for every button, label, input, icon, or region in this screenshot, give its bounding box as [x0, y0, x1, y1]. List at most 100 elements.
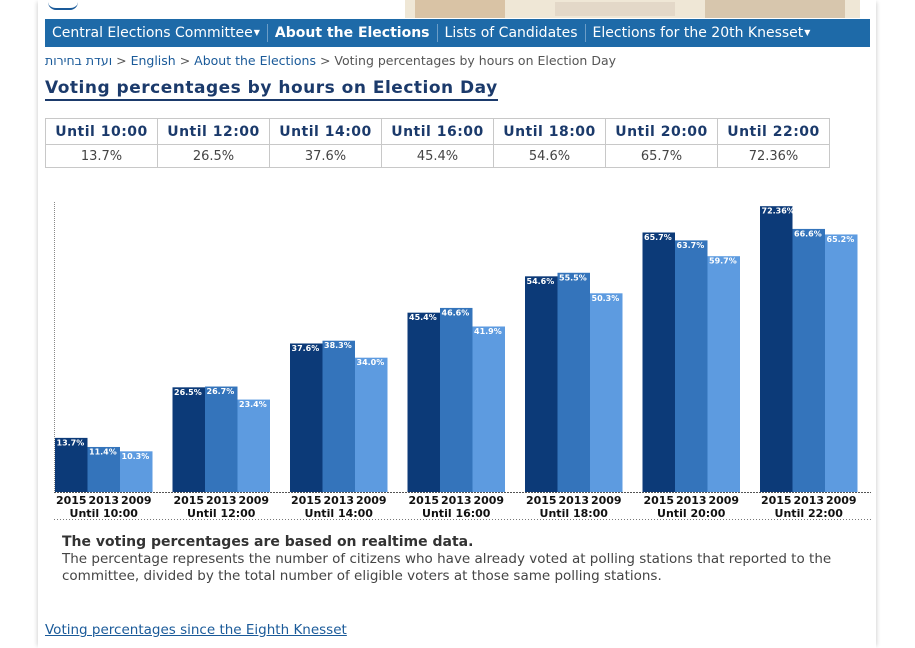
hours-header-cell: Until 16:00	[381, 118, 494, 145]
series-year-label: 2015	[761, 494, 792, 507]
nav-central-elections-committee[interactable]: Central Elections Committee▼	[52, 25, 260, 41]
bar-2013-6	[792, 228, 825, 492]
chevron-down-icon: ▼	[253, 28, 260, 37]
breadcrumb-about-link[interactable]: About the Elections	[194, 53, 316, 68]
series-year-label: 2015	[408, 494, 439, 507]
bar-2009-1	[237, 399, 270, 492]
series-year-label: 2015	[56, 494, 87, 507]
bar-2015-0	[55, 437, 88, 492]
bar-value-label: 38.3%	[324, 341, 352, 350]
breadcrumb-separator: >	[179, 53, 191, 68]
bar-value-label: 45.4%	[409, 313, 437, 322]
bar-value-label: 55.5%	[559, 273, 587, 282]
main-nav: Central Elections Committee▼ About the E…	[45, 19, 870, 47]
nav-lists-of-candidates[interactable]: Lists of Candidates	[444, 25, 578, 41]
bar-value-label: 63.7%	[677, 241, 705, 250]
bar-2015-4	[525, 276, 558, 492]
breadcrumb-current: Voting percentages by hours on Election …	[334, 53, 617, 68]
bar-2015-3	[407, 312, 440, 492]
series-year-label: 2013	[676, 494, 707, 507]
page-title: Voting percentages by hours on Election …	[45, 78, 498, 101]
hours-header-cell: Until 18:00	[493, 118, 606, 145]
hours-table-value-row: 13.7% 26.5% 37.6% 45.4% 54.6% 65.7% 72.3…	[45, 144, 830, 168]
bar-value-label: 65.2%	[827, 235, 855, 244]
nav-divider	[584, 24, 586, 42]
bar-value-label: 26.5%	[174, 388, 202, 397]
bar-2013-0	[87, 446, 120, 492]
bar-value-label: 23.4%	[239, 400, 267, 409]
bar-2009-4	[590, 293, 623, 492]
bar-2015-1	[172, 387, 205, 492]
site-logo[interactable]	[48, 0, 78, 10]
bar-value-label: 65.7%	[644, 233, 672, 242]
hours-value-cell: 54.6%	[493, 144, 606, 168]
bar-value-label: 72.36%	[762, 207, 795, 216]
bar-value-label: 11.4%	[89, 447, 117, 456]
series-year-label: 2015	[526, 494, 557, 507]
series-year-label: 2009	[121, 494, 152, 507]
bar-value-label: 46.6%	[442, 308, 470, 317]
bar-value-label: 34.0%	[357, 358, 385, 367]
series-year-label: 2013	[558, 494, 589, 507]
bar-2013-3	[440, 307, 473, 492]
hours-value-cell: 45.4%	[381, 144, 494, 168]
bar-value-label: 54.6%	[527, 277, 555, 286]
bar-2015-6	[760, 206, 793, 493]
realtime-note-text: The percentage represents the number of …	[62, 551, 832, 584]
series-year-label: 2009	[356, 494, 387, 507]
category-label: Until 16:00	[422, 507, 491, 520]
chevron-down-icon: ▼	[804, 28, 811, 37]
hours-value-cell: 37.6%	[269, 144, 382, 168]
bar-value-label: 59.7%	[709, 257, 737, 266]
breadcrumb-separator: >	[116, 53, 127, 68]
bar-2009-0	[120, 451, 153, 492]
category-label: Until 22:00	[775, 507, 844, 520]
voting-since-eighth-knesset-link[interactable]: Voting percentages since the Eighth Knes…	[45, 622, 347, 638]
series-year-label: 2009	[591, 494, 622, 507]
bar-value-label: 37.6%	[292, 344, 320, 353]
category-label: Until 10:00	[70, 507, 139, 520]
nav-about-the-elections[interactable]: About the Elections	[274, 25, 430, 41]
series-year-label: 2013	[206, 494, 237, 507]
bar-value-label: 26.7%	[207, 387, 235, 396]
bar-2013-5	[675, 240, 708, 492]
hours-value-cell: 13.7%	[45, 144, 158, 168]
series-year-label: 2015	[291, 494, 322, 507]
breadcrumb-separator: >	[319, 53, 331, 68]
hours-header-cell: Until 22:00	[717, 118, 830, 145]
bar-2009-5	[707, 256, 740, 492]
bar-value-label: 13.7%	[57, 438, 85, 447]
bar-2013-4	[557, 272, 590, 492]
category-label: Until 18:00	[540, 507, 609, 520]
category-label: Until 14:00	[305, 507, 374, 520]
hours-value-cell: 72.36%	[717, 144, 830, 168]
breadcrumb-home-link[interactable]: ועדת בחירות	[45, 53, 113, 68]
nav-divider	[266, 24, 268, 42]
hours-header-cell: Until 14:00	[269, 118, 382, 145]
series-year-label: 2009	[708, 494, 739, 507]
hours-table-header-row: Until 10:00 Until 12:00 Until 14:00 Unti…	[45, 118, 830, 145]
bar-2013-2	[322, 340, 355, 492]
nav-elections-20th-knesset[interactable]: Elections for the 20th Knesset▼	[592, 25, 811, 41]
bar-2013-1	[205, 386, 238, 492]
category-label: Until 20:00	[657, 507, 726, 520]
header-banner-image	[405, 0, 860, 18]
bar-value-label: 10.3%	[122, 452, 150, 461]
series-year-label: 2013	[441, 494, 472, 507]
hours-value-cell: 65.7%	[605, 144, 718, 168]
series-year-label: 2009	[238, 494, 269, 507]
bar-2015-2	[290, 343, 323, 492]
bar-2009-2	[355, 357, 388, 492]
series-year-label: 2013	[793, 494, 824, 507]
bar-2009-6	[825, 234, 858, 492]
breadcrumb-english-link[interactable]: English	[130, 53, 176, 68]
bar-value-label: 66.6%	[794, 229, 822, 238]
hours-table: Until 10:00 Until 12:00 Until 14:00 Unti…	[45, 118, 830, 168]
bar-2009-3	[472, 326, 505, 492]
nav-divider	[436, 24, 438, 42]
category-label: Until 12:00	[187, 507, 256, 520]
series-year-label: 2015	[643, 494, 674, 507]
bar-value-label: 41.9%	[474, 327, 502, 336]
hours-value-cell: 26.5%	[157, 144, 270, 168]
